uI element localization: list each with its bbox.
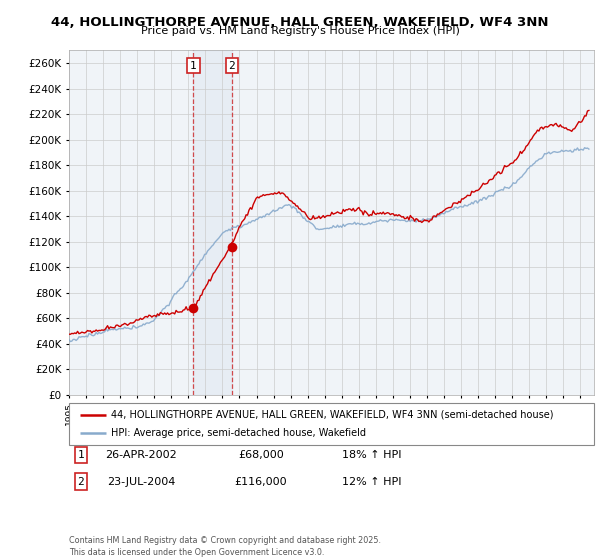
Text: 1: 1 <box>77 450 85 460</box>
Text: 44, HOLLINGTHORPE AVENUE, HALL GREEN, WAKEFIELD, WF4 3NN: 44, HOLLINGTHORPE AVENUE, HALL GREEN, WA… <box>51 16 549 29</box>
Text: 23-JUL-2004: 23-JUL-2004 <box>107 477 175 487</box>
Text: 18% ↑ HPI: 18% ↑ HPI <box>342 450 402 460</box>
Text: £68,000: £68,000 <box>238 450 284 460</box>
Text: Contains HM Land Registry data © Crown copyright and database right 2025.
This d: Contains HM Land Registry data © Crown c… <box>69 536 381 557</box>
Text: 12% ↑ HPI: 12% ↑ HPI <box>342 477 402 487</box>
Text: 2: 2 <box>229 60 235 71</box>
Bar <box>193 50 232 395</box>
FancyBboxPatch shape <box>69 403 594 445</box>
Text: 1: 1 <box>190 60 197 71</box>
Text: 26-APR-2002: 26-APR-2002 <box>105 450 177 460</box>
Text: Price paid vs. HM Land Registry's House Price Index (HPI): Price paid vs. HM Land Registry's House … <box>140 26 460 36</box>
Text: HPI: Average price, semi-detached house, Wakefield: HPI: Average price, semi-detached house,… <box>111 428 366 438</box>
Text: £116,000: £116,000 <box>235 477 287 487</box>
Text: 44, HOLLINGTHORPE AVENUE, HALL GREEN, WAKEFIELD, WF4 3NN (semi-detached house): 44, HOLLINGTHORPE AVENUE, HALL GREEN, WA… <box>111 410 554 420</box>
Text: 2: 2 <box>77 477 85 487</box>
